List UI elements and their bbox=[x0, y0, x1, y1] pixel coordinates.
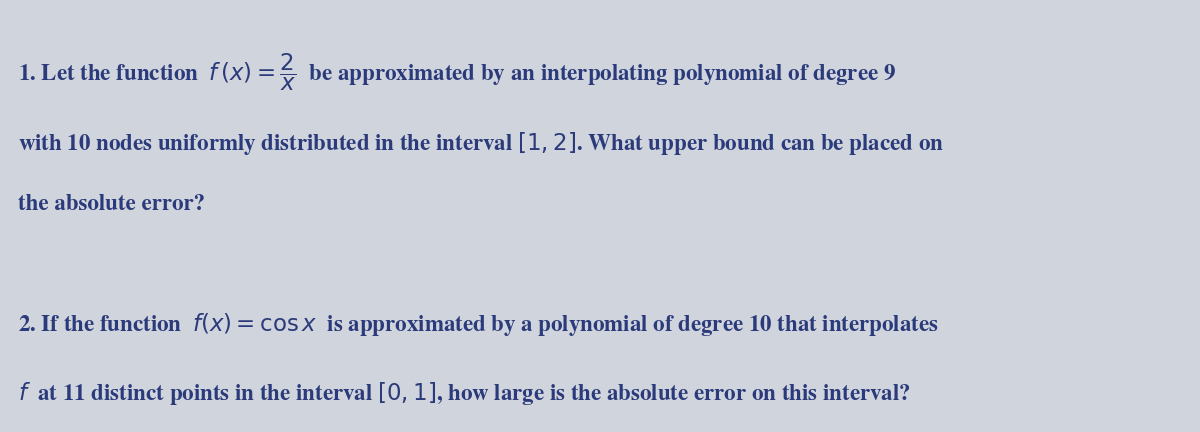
Text: with 10 nodes uniformly distributed in the interval $\left[1,2\right]$. What upp: with 10 nodes uniformly distributed in t… bbox=[18, 130, 944, 157]
Text: 1. Let the function  $\mathit{f}\,(\mathit{x})=\dfrac{2}{\mathit{x}}$  be approx: 1. Let the function $\mathit{f}\,(\mathi… bbox=[18, 52, 896, 93]
Text: the absolute error?: the absolute error? bbox=[18, 194, 205, 216]
Text: 2. If the function  $\mathit{f}(\mathit{x})=\cos\mathit{x}$  is approximated by : 2. If the function $\mathit{f}(\mathit{x… bbox=[18, 311, 938, 338]
Text: $\mathit{f}$  at 11 distinct points in the interval $\left[0,1\right]$, how larg: $\mathit{f}$ at 11 distinct points in th… bbox=[18, 380, 911, 407]
